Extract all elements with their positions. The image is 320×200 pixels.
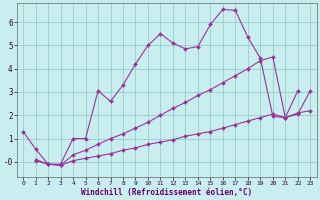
- X-axis label: Windchill (Refroidissement éolien,°C): Windchill (Refroidissement éolien,°C): [81, 188, 252, 197]
